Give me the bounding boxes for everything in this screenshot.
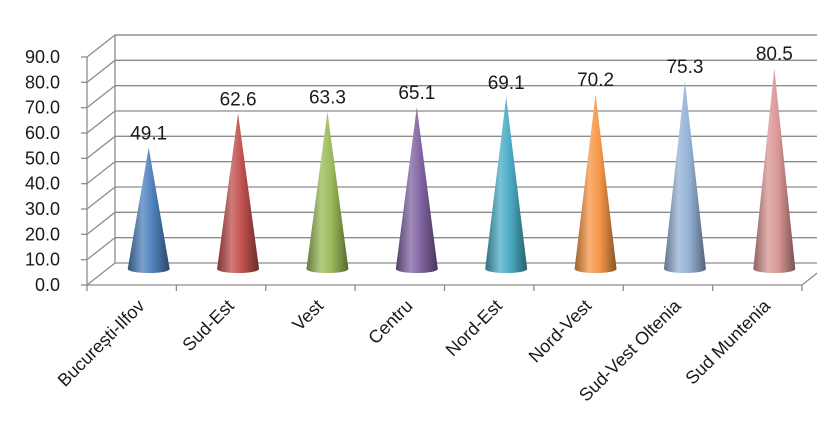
cone-bar [127,147,170,273]
cone-bar [395,107,438,273]
cone-bar-body [217,113,260,273]
y-tick-label: 10.0 [25,250,60,270]
category-label: Centru [364,296,416,348]
data-label: 65.1 [398,83,435,104]
y-tick-label: 60.0 [25,123,60,143]
data-label: 62.6 [220,89,257,110]
category-label: Sud Muntenia [681,295,774,388]
cone-bars [127,68,796,274]
category-label: București-Ilfov [54,296,149,391]
y-tick-label: 90.0 [25,47,60,67]
y-tick-label: 50.0 [25,148,60,168]
y-tick-label: 70.0 [25,98,60,118]
cone-bar-body [574,94,617,273]
y-tick-label: 80.0 [25,72,60,92]
cone-bar-body [395,107,438,273]
data-label: 80.5 [756,44,793,65]
cone-bar-body [753,68,796,273]
gridline [86,161,817,185]
axis-edge [87,272,817,286]
y-tick-label: 20.0 [25,224,60,244]
gridline [86,211,817,235]
category-label: Nord-Vest [525,296,596,367]
data-label: 75.3 [666,57,703,78]
cone-bar [306,111,349,273]
gridline [86,110,817,134]
y-axis-tick-labels: 0.0 10.0 20.0 30.0 40.0 50.0 60.0 70.0 80.0 90.0 [25,47,60,295]
cone-bar-body [306,111,349,273]
data-label: 49.1 [130,124,167,145]
gridline [86,135,817,159]
category-label: Sud-Est [178,296,237,355]
gridline [86,59,817,83]
cone-bar [753,68,796,273]
y-tick-label: 40.0 [25,174,60,194]
gridlines [86,34,817,286]
gridline [86,237,817,261]
cone-bar-body [127,147,170,273]
gridline [86,34,817,58]
cone-bar [217,113,260,273]
data-label: 70.2 [577,70,614,91]
category-label: Vest [288,296,327,335]
data-labels: 49.1 62.6 63.3 65.1 69.1 70.2 75.3 80.5 [130,44,793,145]
category-label: Nord-Est [442,296,506,360]
data-label: 63.3 [309,88,346,109]
y-tick-label: 0.0 [35,275,60,295]
data-label: 69.1 [488,73,525,94]
gridline [86,85,817,109]
cone-bar [574,94,617,273]
cone-bar [663,81,706,274]
y-tick-label: 30.0 [25,199,60,219]
axes [81,34,817,291]
gridline [86,262,817,286]
gridline [86,186,817,210]
category-labels: București-Ilfov Sud-Est Vest Centru Nord-Est… [54,295,775,405]
cone-bar [485,96,528,273]
cone-bar-body [663,81,706,274]
cone-bar-body [485,96,528,273]
